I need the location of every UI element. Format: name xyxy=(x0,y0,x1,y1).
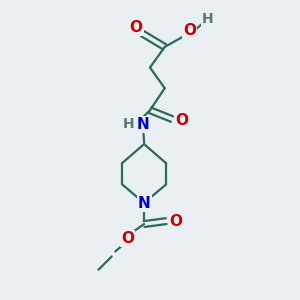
Text: O: O xyxy=(130,20,143,35)
Text: H: H xyxy=(123,117,134,131)
Text: H: H xyxy=(202,12,213,26)
Text: O: O xyxy=(169,214,182,229)
Text: N: N xyxy=(137,117,150,132)
Text: N: N xyxy=(138,196,151,211)
Text: O: O xyxy=(122,231,134,246)
Text: O: O xyxy=(175,113,188,128)
Text: O: O xyxy=(183,23,196,38)
